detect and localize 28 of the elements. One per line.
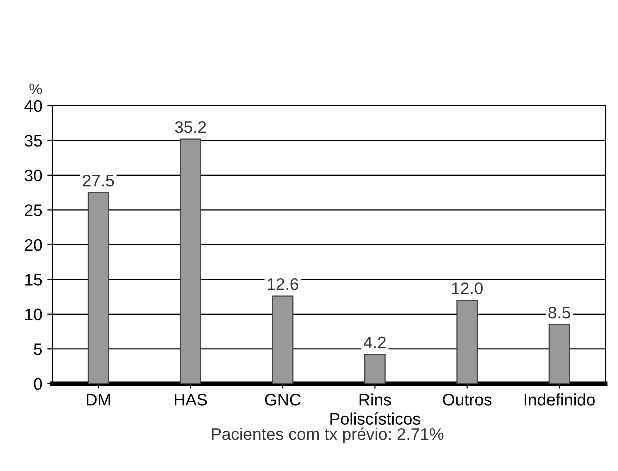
y-tick-label: 15 (26, 274, 42, 286)
y-tick-label: 40 (24, 100, 42, 112)
x-tick-label: DM (87, 394, 110, 406)
text: Pacientes com tx prévio: 2.71% (212, 428, 444, 444)
x-tick-label: Outros (443, 394, 492, 406)
x-tick-label: HAS (175, 394, 208, 406)
y-tick-label: 20 (25, 239, 42, 252)
bar (88, 192, 110, 384)
x-tick-label: GNC (265, 394, 301, 406)
data-label: 27.5 (83, 174, 114, 187)
data-label: 35.2 (175, 121, 206, 134)
x-tick-label: Indefinido (524, 394, 595, 406)
bar (548, 324, 570, 384)
data-label: 4.2 (364, 336, 386, 348)
y-tick-label: 30 (24, 170, 42, 182)
y-tick-label: 10 (26, 308, 42, 321)
y-axis-title: % (30, 84, 42, 95)
bar (272, 296, 294, 384)
x-tick-label: Rins Poliscísticos (330, 394, 420, 425)
bar (456, 300, 478, 384)
y-tick-label: 0 (34, 378, 42, 390)
data-label: 12.0 (452, 282, 483, 294)
data-label: 12.6 (268, 278, 298, 290)
y-tick-label: 25 (25, 204, 42, 216)
bar (364, 354, 386, 384)
y-tick-label: 5 (34, 344, 42, 356)
y-tick-label: 35 (24, 135, 42, 147)
data-label: 8.5 (548, 306, 570, 319)
